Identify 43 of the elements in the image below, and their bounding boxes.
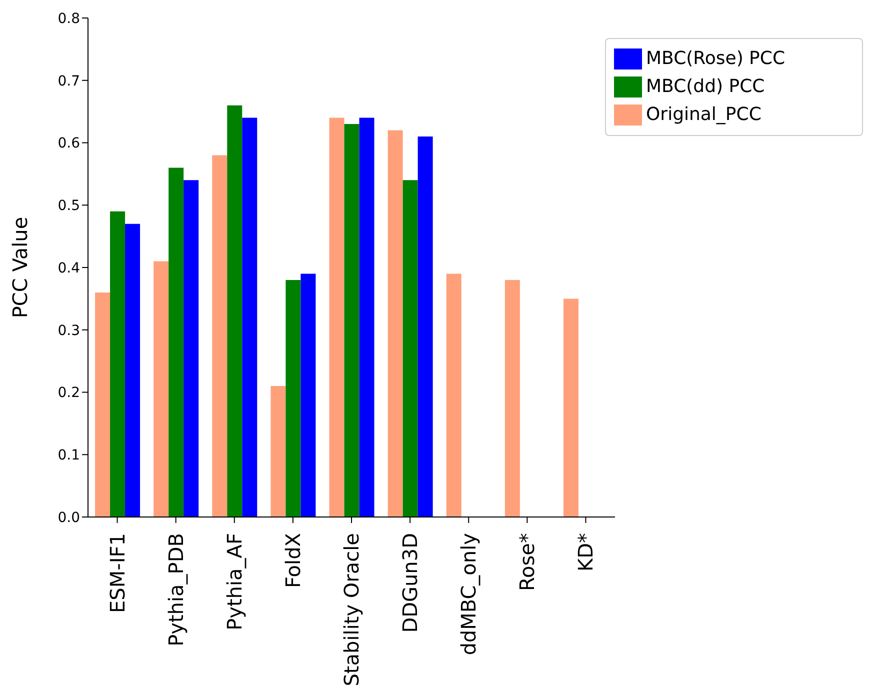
bar xyxy=(125,224,140,517)
bar xyxy=(212,155,228,517)
legend-label: Original_PCC xyxy=(646,104,762,125)
bar xyxy=(154,261,169,517)
x-tick-label: FoldX xyxy=(280,532,305,588)
bar xyxy=(418,136,433,517)
y-tick-label: 0.2 xyxy=(58,385,80,402)
legend-label: MBC(dd) PCC xyxy=(646,76,765,97)
bar xyxy=(242,118,258,517)
y-tick-label: 0.1 xyxy=(58,448,80,464)
x-tick-label: ddMBC_only xyxy=(456,532,481,656)
x-tick-label: Stability Oracle xyxy=(340,533,364,686)
y-tick-label: 0.0 xyxy=(58,510,80,526)
x-tick-label: Pythia_AF xyxy=(222,533,246,630)
bar xyxy=(329,118,344,517)
bar xyxy=(270,386,286,517)
x-tick-label: Rose* xyxy=(515,533,540,591)
bar xyxy=(184,180,199,517)
y-tick-label: 0.6 xyxy=(58,136,80,152)
y-tick-label: 0.5 xyxy=(58,198,80,214)
bar xyxy=(227,105,242,517)
bar xyxy=(110,211,126,517)
x-tick-label: DDGun3D xyxy=(398,533,422,633)
bar xyxy=(95,292,110,517)
bar xyxy=(359,118,374,517)
y-tick-label: 0.3 xyxy=(58,322,80,339)
bar xyxy=(446,274,462,517)
bar xyxy=(286,280,301,517)
x-tick-label: KD* xyxy=(574,533,598,572)
bar xyxy=(168,168,184,517)
bar xyxy=(563,298,578,517)
y-tick-label: 0.4 xyxy=(58,260,80,276)
bar xyxy=(388,130,403,517)
bar xyxy=(504,280,520,517)
x-tick-label: ESM-IF1 xyxy=(105,533,130,613)
bar xyxy=(300,274,316,517)
bar xyxy=(402,180,418,517)
x-tick-label: Pythia_PDB xyxy=(164,533,188,646)
y-axis-title: PCC Value xyxy=(8,216,32,318)
legend-label: MBC(Rose) PCC xyxy=(646,48,786,69)
bar xyxy=(344,124,360,517)
y-tick-label: 0.7 xyxy=(58,73,80,90)
y-tick-label: 0.8 xyxy=(58,10,80,27)
